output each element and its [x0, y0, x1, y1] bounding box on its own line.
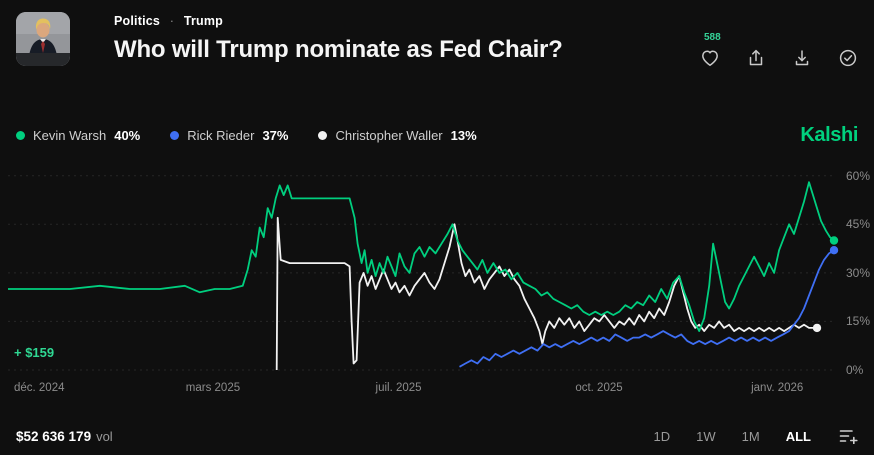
legend-item-kevin-warsh[interactable]: Kevin Warsh 40%	[16, 128, 140, 143]
y-axis: 0% 15% 30% 45% 60%	[836, 166, 874, 377]
y-axis-label: 0%	[846, 363, 864, 377]
legend-name: Kevin Warsh	[33, 127, 107, 143]
kalshi-logo: Kalshi	[800, 123, 858, 146]
x-axis-label: mars 2025	[185, 382, 241, 394]
legend-value: 37%	[262, 127, 289, 143]
event-thumbnail[interactable]	[16, 12, 70, 66]
chart-canvas[interactable]	[8, 166, 839, 371]
volume-suffix: vol	[96, 428, 113, 444]
series-line	[459, 249, 835, 368]
volume: $52 636 179 vol	[16, 429, 113, 444]
y-axis-label: 45%	[846, 217, 871, 232]
x-axis: déc. 2024 mars 2025 juil. 2025 oct. 2025 jan…	[8, 382, 834, 398]
breadcrumb-category[interactable]: Politics	[114, 14, 161, 28]
range-button-1m[interactable]: 1M	[741, 428, 760, 444]
legend-name: Christopher Waller	[335, 127, 443, 143]
like-button[interactable]: 588	[700, 32, 721, 68]
header: Politics · Trump Who will Trump nominate…	[16, 12, 858, 84]
legend-value: 13%	[450, 127, 477, 143]
title-block: Politics · Trump Who will Trump nominate…	[114, 12, 563, 64]
like-count: 588	[704, 32, 721, 43]
footer: $52 636 179 vol 1D 1W 1M ALL	[16, 424, 858, 448]
range-button-1w[interactable]: 1W	[696, 428, 716, 444]
series-line	[275, 216, 817, 371]
legend-item-rick-rieder[interactable]: Rick Rieder 37%	[170, 128, 288, 143]
share-icon	[746, 48, 766, 68]
legend-name: Rick Rieder	[187, 127, 255, 143]
x-axis-label: déc. 2024	[13, 382, 65, 394]
series-dot-blue	[170, 130, 180, 140]
volume-value: $52 636 179	[16, 428, 92, 444]
time-range-selector: 1D 1W 1M ALL	[654, 428, 858, 444]
price-chart[interactable]: + $159	[8, 166, 839, 371]
range-button-all[interactable]: ALL	[785, 428, 811, 444]
download-button[interactable]	[792, 34, 812, 68]
check-circle-icon	[838, 48, 858, 68]
y-axis-label: 60%	[846, 168, 871, 183]
range-button-1d[interactable]: 1D	[653, 428, 671, 444]
breadcrumb-tag[interactable]: Trump	[183, 14, 224, 28]
series-end-dot	[812, 323, 822, 333]
series-end-dot	[829, 236, 839, 245]
legend-value: 40%	[114, 127, 141, 143]
series-line	[8, 181, 835, 333]
y-axis-label: 30%	[846, 265, 871, 280]
verified-button[interactable]	[838, 34, 858, 68]
download-icon	[792, 48, 812, 68]
series-end-dot	[829, 246, 839, 255]
event-thumbnail-image	[16, 12, 70, 66]
breadcrumb-separator: ·	[169, 14, 175, 28]
x-axis-label: oct. 2025	[575, 382, 623, 394]
x-axis-label: juil. 2025	[375, 382, 422, 394]
header-actions: 588	[700, 32, 858, 68]
pnl-badge: + $159	[14, 345, 55, 360]
page-title: Who will Trump nominate as Fed Chair?	[114, 36, 563, 63]
filter-sort-icon[interactable]	[839, 428, 858, 444]
x-axis-label: janv. 2026	[751, 382, 804, 394]
y-axis-label: 15%	[846, 314, 871, 329]
share-button[interactable]	[746, 34, 766, 68]
legend: Kevin Warsh 40% Rick Rieder 37% Christop…	[16, 122, 858, 148]
legend-item-christopher-waller[interactable]: Christopher Waller 13%	[318, 127, 477, 143]
heart-icon	[700, 48, 720, 68]
series-dot-white	[318, 130, 328, 140]
breadcrumb: Politics · Trump	[114, 14, 563, 28]
series-dot-green	[16, 130, 25, 140]
